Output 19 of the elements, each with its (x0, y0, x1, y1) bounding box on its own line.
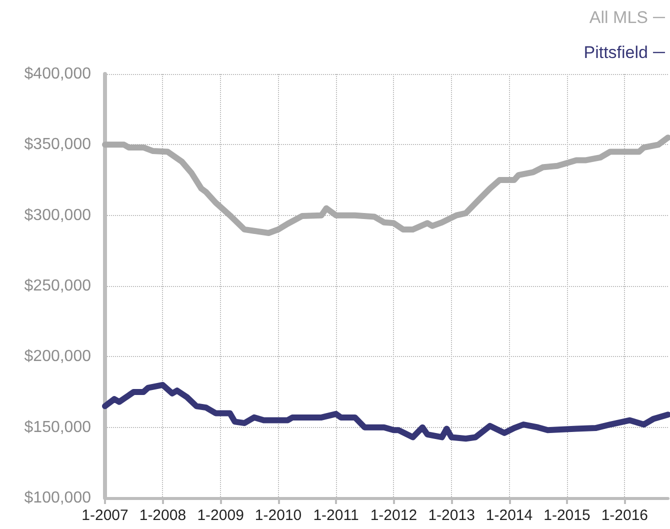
x-tick-label: 1-2013 (428, 507, 475, 524)
x-tick-label: 1-2009 (197, 507, 244, 524)
y-tick-label: $200,000 (24, 348, 92, 366)
x-tick-label: 1-2016 (601, 507, 648, 524)
x-tick-label: 1-2012 (370, 507, 418, 524)
y-tick-label: $150,000 (24, 418, 92, 436)
y-tick-label: $350,000 (24, 136, 92, 154)
x-tick-label: 1-2015 (544, 507, 590, 524)
y-tick-label: $100,000 (24, 490, 92, 506)
x-tick-label: 1-2014 (486, 507, 533, 524)
x-tick-label: 1-2007 (82, 507, 128, 524)
x-tick-label: 1-2008 (139, 507, 186, 524)
y-tick-label: $300,000 (24, 206, 92, 224)
x-tick-label: 1-2010 (254, 507, 302, 524)
y-tick-label: $250,000 (24, 278, 92, 294)
x-tick-label: 1-2011 (313, 507, 359, 524)
legend-label: Pittsfield (584, 43, 648, 62)
legend-label: All MLS (589, 8, 648, 27)
y-tick-label: $400,000 (24, 66, 92, 82)
